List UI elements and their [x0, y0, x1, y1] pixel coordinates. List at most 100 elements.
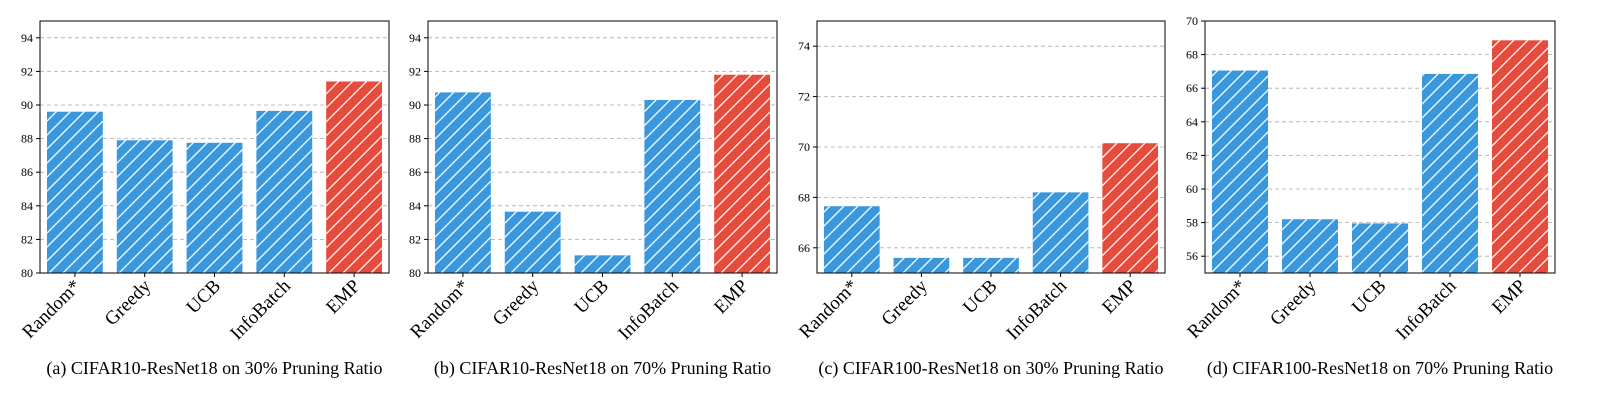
- bar-hatch: [46, 111, 103, 273]
- bar-emp: [1102, 143, 1159, 273]
- chart-panel-3: 66 68 70 72 74 Random* Greedy UCB InfoBatch EMP (c…: [795, 20, 1166, 379]
- panel-caption: (c) CIFAR100-ResNet18 on 30% Pruning Rat…: [818, 358, 1163, 379]
- bar-hatch: [434, 92, 491, 274]
- x-category-label: EMP: [710, 276, 752, 318]
- x-category-label: Random*: [1183, 276, 1250, 343]
- bar-ucb: [963, 257, 1019, 273]
- bar-hatch: [574, 255, 631, 273]
- bar-emp: [1492, 40, 1548, 273]
- panel-caption: (b) CIFAR10-ResNet18 on 70% Pruning Rati…: [434, 358, 771, 379]
- bar-hatch: [644, 99, 701, 274]
- bar-hatch: [256, 110, 313, 273]
- bar-hatch: [714, 74, 771, 273]
- bar-infobatch: [1032, 192, 1089, 273]
- y-tick-label: 80: [409, 266, 421, 280]
- y-tick-label: 92: [409, 64, 421, 78]
- y-tick-label: 82: [21, 232, 33, 246]
- x-category-label: UCB: [959, 276, 1001, 318]
- y-tick-label: 56: [1186, 249, 1198, 263]
- x-category-label: InfoBatch: [1003, 275, 1072, 344]
- x-category-label: InfoBatch: [1392, 275, 1461, 344]
- bar-infobatch: [644, 99, 701, 274]
- bar-infobatch: [1422, 73, 1478, 273]
- axes-frame: [427, 20, 778, 274]
- x-category-label: InfoBatch: [226, 275, 295, 344]
- bar-hatch: [186, 142, 243, 273]
- x-category-label: UCB: [571, 276, 613, 318]
- x-category-label: Random*: [795, 276, 862, 343]
- y-tick-label: 68: [798, 190, 810, 204]
- y-tick-label: 82: [409, 232, 421, 246]
- bar-hatch: [1102, 143, 1159, 273]
- y-tick-label: 88: [21, 132, 33, 146]
- y-tick-label: 84: [409, 199, 421, 213]
- x-category-label: UCB: [183, 276, 225, 318]
- bar-hatch: [1032, 192, 1089, 273]
- y-tick-label: 88: [409, 132, 421, 146]
- y-tick-label: 80: [21, 266, 33, 280]
- y-tick-label: 94: [21, 31, 33, 45]
- x-category-label: EMP: [1098, 276, 1140, 318]
- bar-random: [46, 111, 103, 273]
- y-tick-label: 66: [798, 241, 810, 255]
- bar-ucb: [574, 255, 631, 273]
- y-tick-label: 74: [798, 39, 810, 53]
- bar-hatch: [504, 211, 561, 273]
- bar-hatch: [823, 206, 880, 273]
- y-tick-label: 84: [21, 199, 33, 213]
- x-category-label: InfoBatch: [614, 275, 683, 344]
- bar-greedy: [116, 140, 173, 273]
- bar-ucb: [186, 142, 243, 273]
- axes-frame: [816, 20, 1166, 274]
- x-category-label: EMP: [1488, 276, 1530, 318]
- x-category-label: Greedy: [101, 275, 156, 330]
- bar-random: [1212, 70, 1268, 273]
- chart-panel-4: 56 58 60 62 64 66 68 70 Random* Greedy UCB InfoBatc…: [1183, 14, 1556, 379]
- bar-greedy: [1282, 219, 1338, 273]
- x-category-label: Random*: [406, 276, 473, 343]
- x-category-label: Greedy: [878, 275, 933, 330]
- axes-frame: [39, 20, 390, 274]
- y-tick-label: 66: [1186, 81, 1198, 95]
- x-category-label: EMP: [322, 276, 364, 318]
- bar-hatch: [1422, 73, 1478, 273]
- y-tick-label: 92: [21, 64, 33, 78]
- x-category-label: Greedy: [489, 275, 544, 330]
- bar-hatch: [963, 257, 1019, 273]
- bar-random: [823, 206, 880, 273]
- y-tick-label: 70: [798, 140, 810, 154]
- bar-random: [434, 92, 491, 274]
- bar-infobatch: [256, 110, 313, 273]
- bar-hatch: [1492, 40, 1548, 273]
- y-tick-label: 62: [1186, 148, 1198, 162]
- y-tick-label: 86: [409, 165, 421, 179]
- bar-hatch: [1352, 223, 1408, 273]
- bar-emp: [714, 74, 771, 273]
- x-category-label: Random*: [18, 276, 85, 343]
- axes-frame: [1204, 20, 1556, 274]
- x-category-label: Greedy: [1266, 275, 1321, 330]
- y-tick-label: 72: [798, 90, 810, 104]
- y-tick-label: 90: [409, 98, 421, 112]
- y-tick-label: 58: [1186, 216, 1198, 230]
- y-tick-label: 60: [1186, 182, 1198, 196]
- chart-panel-1: 80 82 84 86 88 90 92 94 Random* Greedy UCB InfoBatc…: [18, 20, 390, 379]
- y-tick-label: 68: [1186, 48, 1198, 62]
- y-tick-label: 94: [409, 31, 421, 45]
- chart-panel-2: 80 82 84 86 88 90 92 94 Random* Greedy UCB InfoBatc…: [406, 20, 778, 379]
- bar-greedy: [893, 257, 950, 273]
- bar-ucb: [1352, 223, 1408, 273]
- bar-hatch: [1282, 219, 1338, 273]
- y-tick-label: 86: [21, 165, 33, 179]
- bar-hatch: [893, 257, 950, 273]
- y-tick-label: 64: [1186, 115, 1198, 129]
- bar-greedy: [504, 211, 561, 273]
- x-category-label: UCB: [1348, 276, 1390, 318]
- y-tick-label: 90: [21, 98, 33, 112]
- y-tick-label: 70: [1186, 14, 1198, 28]
- bar-hatch: [326, 81, 383, 273]
- bar-hatch: [1212, 70, 1268, 273]
- bar-hatch: [116, 140, 173, 273]
- bar-emp: [326, 81, 383, 273]
